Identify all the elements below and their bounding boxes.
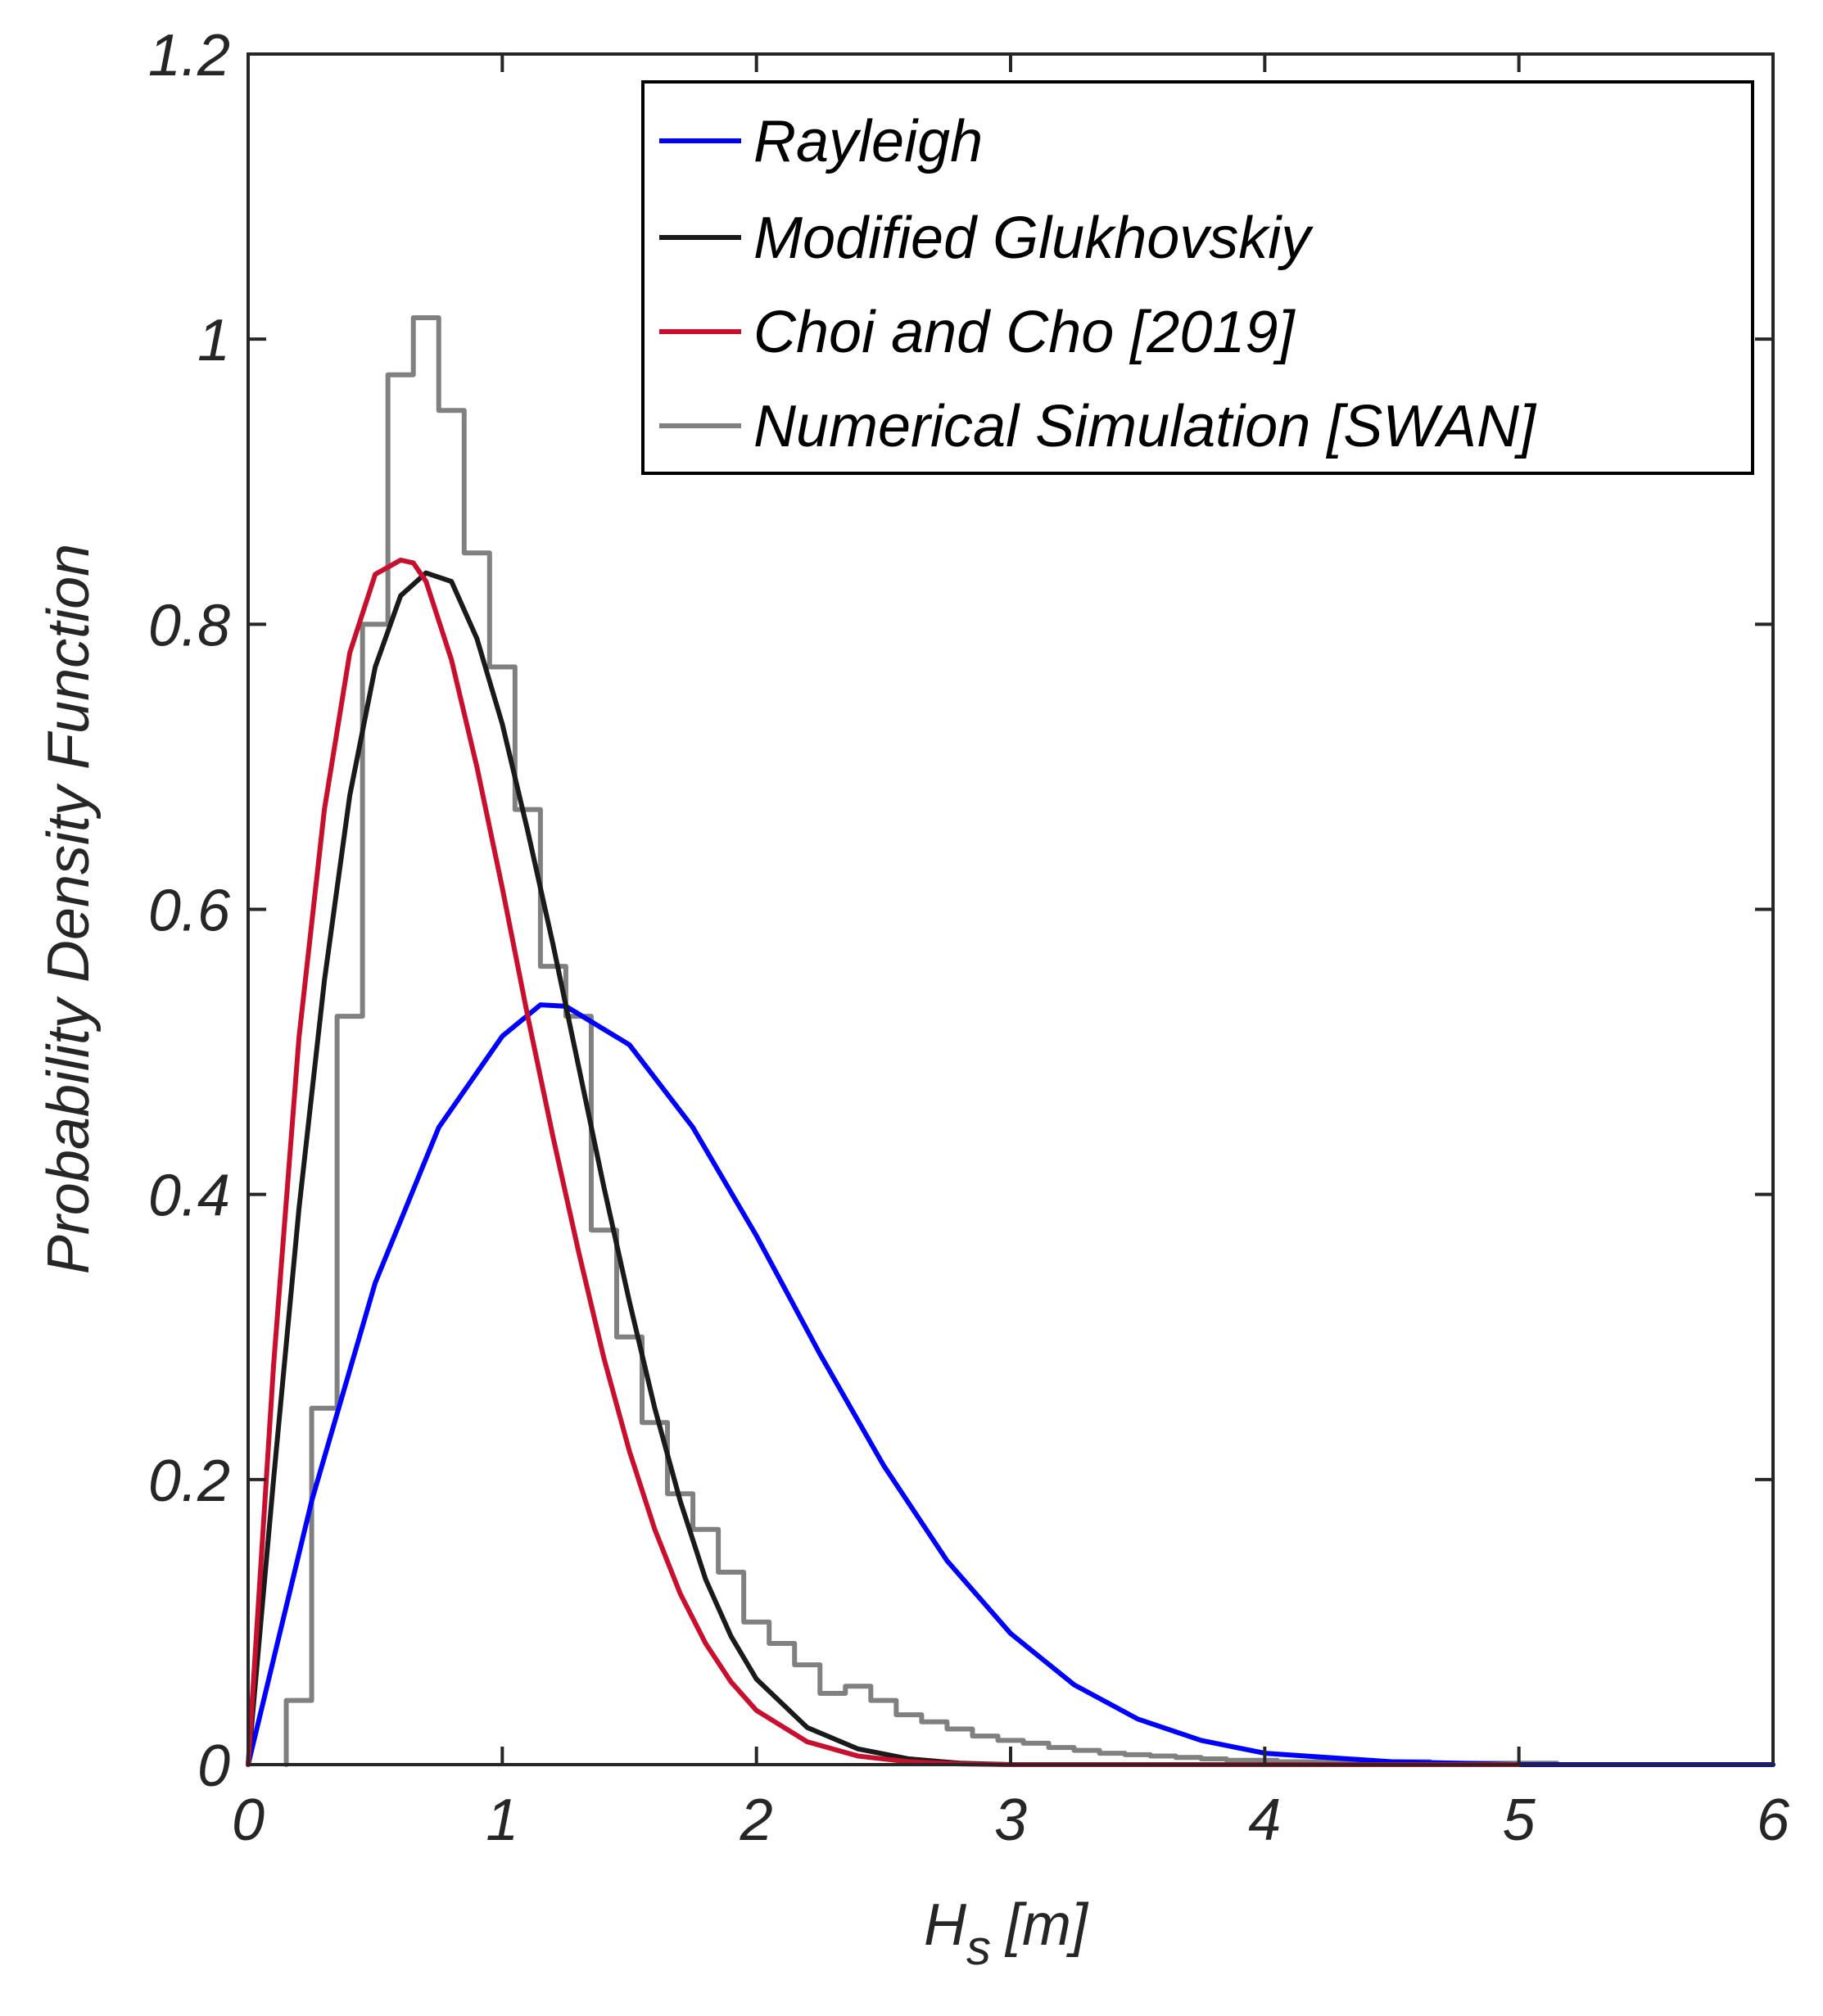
x-axis-title-subscript: s xyxy=(966,1920,991,1975)
x-tick-label: 2 xyxy=(740,1788,773,1853)
series-line-numerical-simulation-swan xyxy=(283,315,1776,1767)
y-tick-labels: 0 0.2 0.4 0.6 0.8 1 1.2 xyxy=(148,23,231,1799)
axis-ticks xyxy=(247,52,1775,1766)
series-layer xyxy=(246,315,1776,1767)
y-tick-label: 1.2 xyxy=(148,23,230,88)
x-tick-label: 3 xyxy=(994,1788,1027,1853)
y-axis-title: Probability Density Function xyxy=(36,544,102,1274)
legend-label-modified-glukhovskiy: Modified Glukhovskiy xyxy=(753,206,1314,271)
y-tick-label: 1 xyxy=(197,308,230,373)
x-tick-label: 1 xyxy=(486,1788,518,1853)
y-tick-label: 0.6 xyxy=(148,879,231,944)
y-tick-label: 0.4 xyxy=(148,1164,230,1229)
x-tick-labels: 0 1 2 3 4 5 6 xyxy=(232,1788,1790,1853)
x-tick-label: 0 xyxy=(232,1788,265,1853)
x-axis-title-main: H xyxy=(924,1892,967,1958)
legend-box xyxy=(641,80,1754,475)
x-tick-label: 4 xyxy=(1248,1788,1281,1853)
series-line-modified-glukhovskiy xyxy=(246,570,1522,1767)
legend-label-choi-and-cho: Choi and Cho [2019] xyxy=(753,300,1296,365)
x-axis-title-unit: [m] xyxy=(1004,1892,1089,1958)
legend-label-numerical-simulation: Numerical Simulation [SWAN] xyxy=(753,394,1537,459)
x-axis-title: Hs [m] xyxy=(924,1892,1089,1975)
legend: Rayleigh Modified Glukhovskiy Choi and C… xyxy=(641,80,1754,475)
series-line-rayleigh xyxy=(246,1002,1776,1767)
y-tick-label: 0 xyxy=(197,1733,230,1799)
x-tick-label: 6 xyxy=(1757,1788,1790,1853)
y-tick-label: 0.2 xyxy=(148,1449,230,1514)
series-line-choi-and-cho-2019 xyxy=(246,557,1522,1767)
x-tick-label: 5 xyxy=(1503,1788,1536,1853)
y-tick-label: 0.8 xyxy=(148,593,230,658)
legend-label-rayleigh: Rayleigh xyxy=(753,109,983,174)
